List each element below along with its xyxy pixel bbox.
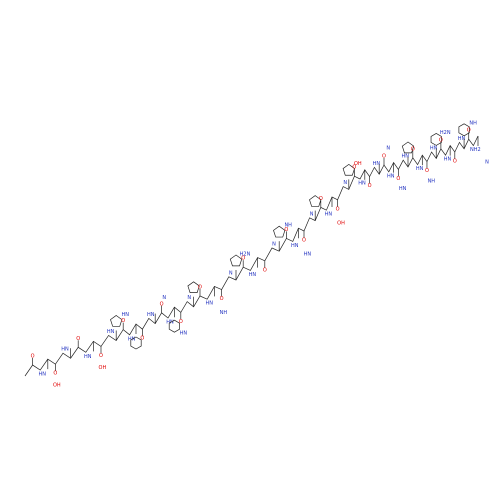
carbonyl-o: O xyxy=(319,196,323,202)
ring xyxy=(110,315,123,327)
ring xyxy=(401,141,415,154)
amide-n: HN xyxy=(84,354,92,360)
amide-n: HN xyxy=(61,347,69,353)
side-label: OH xyxy=(99,365,107,371)
amide-n: N xyxy=(187,295,191,301)
amide-n: HN xyxy=(205,301,213,307)
side-label: OH xyxy=(354,161,362,167)
side-label: HN xyxy=(399,186,407,192)
amide-n: N xyxy=(229,270,233,276)
carbonyl-o: O xyxy=(179,319,183,325)
ring xyxy=(187,281,200,294)
side-label: N xyxy=(386,146,390,152)
side-label: NH xyxy=(428,179,436,185)
amide-n: HN xyxy=(147,312,155,318)
carbonyl-o: O xyxy=(352,165,356,171)
amide-n: NH2 xyxy=(470,147,481,153)
ring xyxy=(458,123,470,137)
ring xyxy=(168,319,180,333)
carbonyl-o: O xyxy=(336,206,340,212)
amide-n: HN xyxy=(325,212,333,218)
carbonyl-o: O xyxy=(439,137,443,143)
amide-n: HN xyxy=(373,161,381,167)
side-label: OH xyxy=(53,383,61,389)
side-label: HN xyxy=(304,252,312,258)
amide-n: HN xyxy=(38,372,46,378)
carbonyl-o: O xyxy=(382,154,386,160)
amide-n: HN xyxy=(458,136,466,142)
side-label: H2N xyxy=(440,130,451,136)
carbonyl-o: O xyxy=(198,285,202,291)
ring xyxy=(309,195,322,207)
carbonyl-o: O xyxy=(425,168,429,174)
backbone xyxy=(24,135,479,377)
carbonyl-o: O xyxy=(302,238,306,244)
carbonyl-o: O xyxy=(368,183,372,189)
side-label: NH xyxy=(284,223,292,229)
ring xyxy=(130,336,142,350)
carbonyl-o: O xyxy=(411,146,415,152)
carbonyl-o: O xyxy=(160,301,164,307)
ring xyxy=(273,225,286,238)
side-label: H2N xyxy=(240,252,251,258)
side-label: OH xyxy=(337,221,345,227)
amide-n: N xyxy=(272,242,276,248)
carbonyl-o: O xyxy=(396,176,400,182)
carbonyl-o: O xyxy=(284,227,288,233)
side-label: NH xyxy=(220,310,228,316)
ring xyxy=(342,163,355,176)
side-label: NH xyxy=(469,120,477,126)
amide-n: HN xyxy=(107,329,115,335)
carbonyl-o: O xyxy=(99,353,103,359)
carbonyl-o: O xyxy=(453,159,457,165)
amide-n: HN xyxy=(249,272,257,278)
amide-n: N xyxy=(343,180,347,186)
carbonyl-o: O xyxy=(53,371,57,377)
ring xyxy=(229,254,243,267)
carbonyl-o: O xyxy=(241,256,245,262)
carbonyl-o: O xyxy=(31,354,35,360)
ring xyxy=(430,132,442,146)
amide-n: HN xyxy=(358,181,366,187)
side-label: HN xyxy=(121,312,129,318)
carbonyl-o: O xyxy=(76,336,80,342)
carbonyl-o: O xyxy=(263,267,267,273)
amide-n: HN xyxy=(416,166,424,172)
side-label: N xyxy=(162,295,166,301)
amide-n: HN xyxy=(444,157,452,163)
amide-n: N xyxy=(310,211,314,217)
carbonyl-o: O xyxy=(467,128,471,134)
side-label: N xyxy=(485,160,489,166)
amide-n: HN xyxy=(430,146,438,152)
amide-n: HN xyxy=(291,243,299,249)
amide-n: HN xyxy=(401,154,409,160)
amide-n: HN xyxy=(387,173,395,179)
side-label: HN xyxy=(180,331,188,337)
carbonyl-o: O xyxy=(220,296,224,302)
carbonyl-o: O xyxy=(121,318,125,324)
carbonyl-o: O xyxy=(140,336,144,342)
